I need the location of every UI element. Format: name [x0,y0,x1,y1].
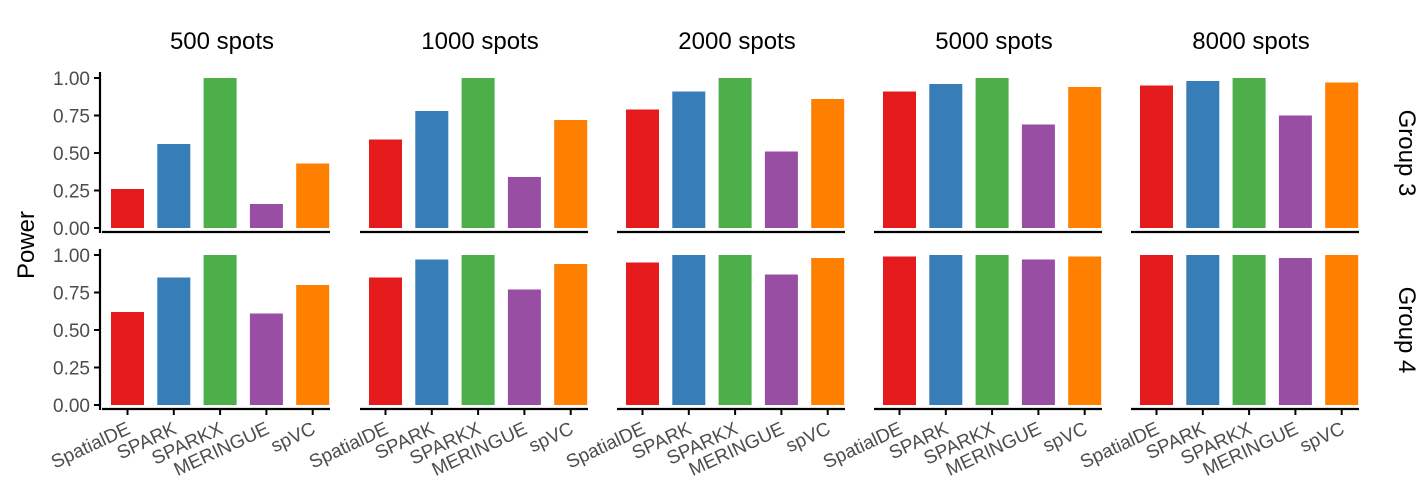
y-tick-label: 0.75 [53,284,90,305]
bar-sparkx [203,255,237,405]
facet-panel: 0.00 0.25 0.50 0.75 1.00 [53,69,330,240]
bar-meringue [507,289,541,405]
bar-meringue [764,151,798,228]
row-strip-label: Group 3 [1393,110,1417,197]
facet-panels: 0.00 0.25 0.50 0.75 1.00 0.00 0.25 0.50 0.75 1.00 [53,69,1359,417]
bar-spark [1186,255,1220,405]
column-title: 1000 spots [421,28,538,55]
column-title: 2000 spots [678,28,795,55]
bar-spatialde [111,189,144,228]
bar-spatialde [369,139,402,228]
category-labels: SpatialDESPARKSPARKXMERINGUEspVCSpatialD… [48,409,1348,481]
bar-spark [929,84,963,228]
bar-spvc [554,264,588,405]
bar-meringue [1278,115,1312,228]
bar-spatialde [1140,255,1173,405]
y-tick-label: 0.75 [53,107,90,128]
row-labels: Group 3 Group 4 [1393,110,1417,374]
facet-panel [360,78,588,234]
facet-panel [874,78,1102,234]
bar-spark [415,259,449,405]
y-tick-label: 1.00 [53,246,90,267]
bar-spvc [811,99,845,228]
row-strip-label: Group 4 [1393,287,1417,374]
facet-panel [1131,255,1359,411]
bar-spatialde [883,256,916,405]
bar-meringue [1021,259,1055,405]
bar-spvc [1325,82,1359,228]
column-titles: 500 spots 1000 spots 2000 spots 5000 spots 8… [170,28,1310,55]
bar-spvc [1068,87,1102,228]
bar-spatialde [369,277,402,405]
bar-spark [929,255,963,405]
y-tick-label: 0.50 [53,321,90,342]
bar-sparkx [203,78,237,228]
bar-spatialde [1140,85,1173,228]
bar-spvc [554,120,588,228]
bar-sparkx [461,78,495,228]
bar-meringue [507,177,541,228]
facet-panel: 0.00 0.25 0.50 0.75 1.00 [53,246,330,417]
bar-spvc [1325,255,1359,405]
bar-sparkx [718,255,752,405]
bar-spvc [1068,256,1102,405]
bar-sparkx [1232,255,1266,405]
y-tick-label: 1.00 [53,69,90,90]
bar-spark [672,255,706,405]
bar-sparkx [975,255,1009,405]
y-tick-label: 0.25 [53,182,90,203]
facet-panel [874,255,1102,411]
column-title: 500 spots [170,28,274,55]
bar-spvc [296,163,330,228]
bar-spvc [811,258,845,405]
y-tick-label: 0.00 [53,396,90,417]
bar-sparkx [1232,78,1266,228]
bar-meringue [249,204,283,228]
bar-meringue [1278,258,1312,405]
facet-panel [617,255,845,411]
x-tick-label: spVC [1297,418,1348,457]
bar-spatialde [883,91,916,228]
y-tick-label: 0.25 [53,359,90,380]
bar-spatialde [626,109,659,228]
y-tick-label: 0.50 [53,144,90,165]
facet-panel [1131,78,1359,234]
bar-spvc [296,285,330,405]
bar-spark [157,277,191,405]
column-title: 8000 spots [1192,28,1309,55]
bar-spark [415,111,449,228]
y-tick-label: 0.00 [53,219,90,240]
bar-sparkx [461,255,495,405]
facet-panel [360,255,588,411]
bar-spatialde [626,262,659,405]
column-title: 5000 spots [935,28,1052,55]
bar-spark [157,144,191,228]
y-axis-title: Power [13,211,40,279]
bar-meringue [1021,124,1055,228]
bar-sparkx [975,78,1009,228]
bar-meringue [764,274,798,405]
bar-spark [672,91,706,228]
bar-sparkx [718,78,752,228]
bar-spark [1186,81,1220,228]
bar-meringue [249,313,283,405]
facet-panel [617,78,845,234]
bar-spatialde [111,312,144,405]
